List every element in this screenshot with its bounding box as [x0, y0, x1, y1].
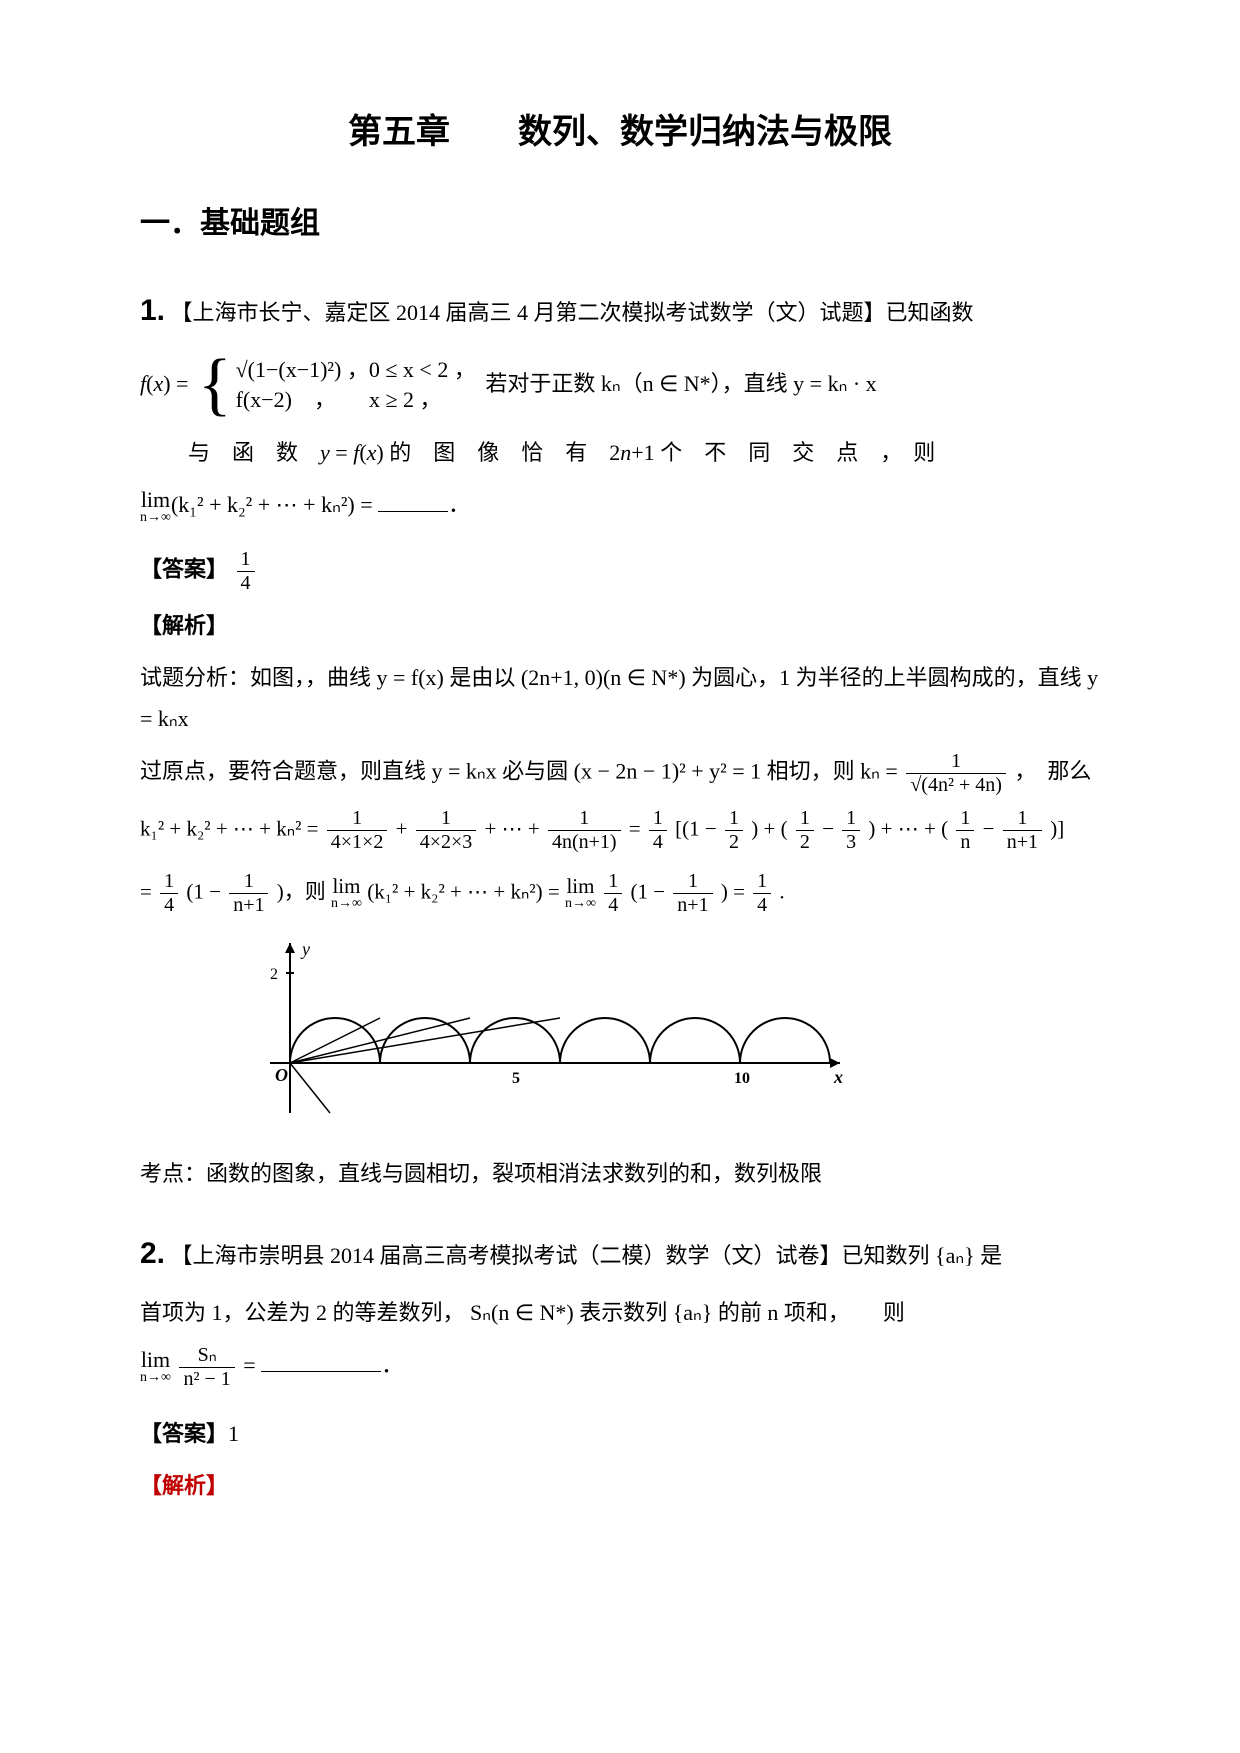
q1-answer-label: 【答案】 — [140, 556, 228, 581]
q1-after-piecewise: 若对于正数 kₙ（n ∈ N*），直线 y = kₙ · x — [485, 370, 876, 395]
q1-piece-row2: f(x−2) ， x ≥ 2 ， — [236, 385, 476, 416]
q1-piece-row1: √(1−(x−1)²) ，0 ≤ x < 2 ， — [236, 355, 476, 386]
question-2: 2. 【上海市崇明县 2014 届高三高考模拟考试（二模）数学（文）试卷】已知数… — [140, 1225, 1100, 1391]
q1-piecewise-pre: f(x) = — [140, 370, 194, 395]
q1-analysis-label: 【解析】 — [140, 613, 228, 638]
section-title: 一．基础题组 — [140, 195, 1100, 252]
q1-number: 1. — [140, 294, 165, 327]
q2-limit-op: lim n→∞ — [140, 1349, 171, 1385]
q1-equation-2: = 14 (1 − 1n+1 )，则 limn→∞ (k₁² + k₂² + ⋯… — [140, 870, 1100, 917]
q2-line2: 首项为 1，公差为 2 的等差数列， Sₙ(n ∈ N*) 表示数列 {aₙ} … — [140, 1292, 1100, 1334]
q1-line2c: 的 图 像 恰 有 — [384, 440, 610, 465]
y-tick-2: 2 — [270, 966, 278, 983]
q1-answer-frac: 1 4 — [237, 548, 255, 595]
q1-limit-op: lim n→∞ — [140, 489, 171, 525]
q1-piecewise: { √(1−(x−1)²) ，0 ≤ x < 2 ， f(x−2) ， x ≥ … — [198, 355, 476, 417]
x-tick-10: 10 — [734, 1070, 750, 1087]
q1-limit-expr: (k₁² + k₂² + ⋯ + kₙ²) = — [171, 492, 378, 517]
q1-line2e: 个 不 同 交 点 ， 则 — [655, 440, 936, 465]
q1-line2a: 与 函 数 — [188, 440, 320, 465]
q1-answer-blank — [378, 492, 448, 512]
origin-label: O — [275, 1065, 288, 1085]
y-axis-label: y — [300, 939, 310, 959]
q2-answer-label: 【答案】 — [140, 1421, 228, 1446]
q2-number: 2. — [140, 1237, 165, 1270]
q2-source: 【上海市崇明县 2014 届高三高考模拟考试（二模）数学（文）试卷】已知数列 {… — [171, 1243, 1003, 1268]
chapter-title: 第五章 数列、数学归纳法与极限 — [140, 100, 1100, 165]
q1-source: 【上海市长宁、嘉定区 2014 届高三 4 月第二次模拟考试数学（文）试题】已知… — [171, 300, 974, 325]
q1-kaodian: 考点：函数的图象，直线与圆相切，裂项相消法求数列的和，数列极限 — [140, 1153, 1100, 1195]
x-tick-5: 5 — [512, 1070, 520, 1087]
q1-analysis-1: 试题分析：如图，，曲线 y = f(x) 是由以 (2n+1, 0)(n ∈ N… — [140, 657, 1100, 741]
q2-limit-frac: Sₙ n² − 1 — [179, 1344, 234, 1391]
question-1: 1. 【上海市长宁、嘉定区 2014 届高三 4 月第二次模拟考试数学（文）试题… — [140, 282, 1100, 526]
q2-eq: = — [243, 1352, 261, 1377]
q1-graph: y x O 2 5 10 — [220, 933, 860, 1133]
q1-line2d: 2n+1 — [609, 440, 654, 465]
q1-line2b: y = f(x) — [320, 440, 384, 465]
q1-equation-1: k₁² + k₂² + ⋯ + kₙ² = 14×1×2 + 14×2×3 + … — [140, 807, 1100, 854]
q1-analysis-2: 过原点，要符合题意，则直线 y = kₙx 必与圆 (x − 2n − 1)² … — [140, 750, 1100, 797]
x-axis-label: x — [833, 1067, 843, 1087]
q2-answer-blank — [261, 1352, 381, 1372]
q2-analysis-label: 【解析】 — [140, 1473, 228, 1498]
q2-answer: 1 — [228, 1421, 239, 1446]
